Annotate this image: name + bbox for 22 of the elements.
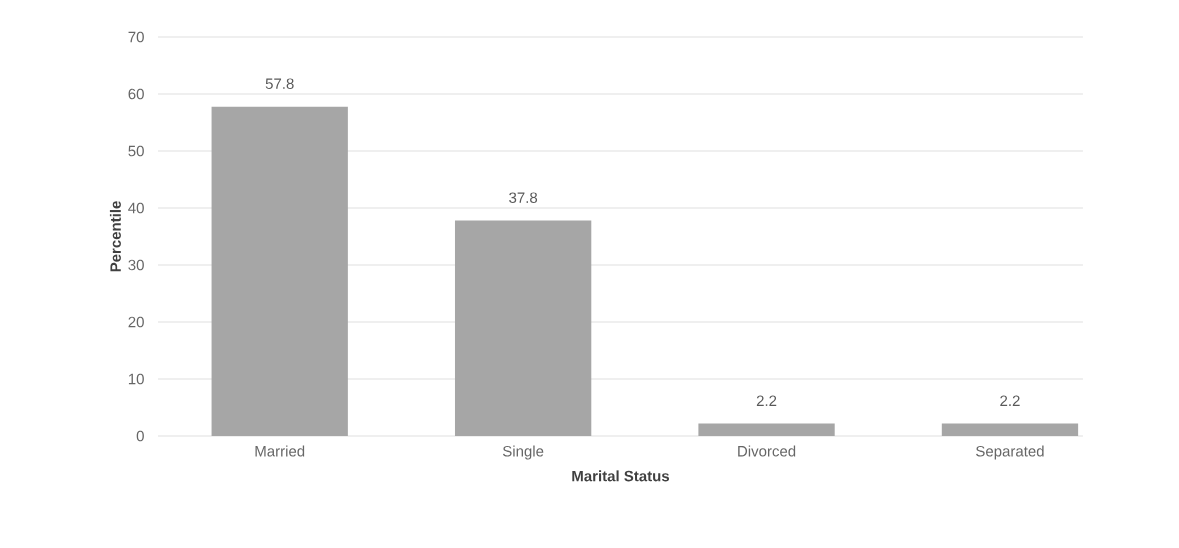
bar <box>211 106 348 436</box>
bar <box>941 423 1079 436</box>
bar <box>454 220 592 436</box>
y-tick-label: 10 <box>128 373 144 385</box>
y-tick-label: 70 <box>128 31 144 43</box>
y-tick-label: 60 <box>128 88 144 100</box>
x-tick-label: Divorced <box>738 445 796 457</box>
x-tick-label: Separated <box>976 445 1044 460</box>
y-tick-label: 20 <box>128 316 144 328</box>
x-tick-label: Married <box>255 445 305 457</box>
y-tick-label: 50 <box>128 145 144 157</box>
data-label: 2.2 <box>1000 395 1020 406</box>
y-tick-label: 30 <box>128 259 144 271</box>
data-label: 37.8 <box>509 192 538 203</box>
data-label: 2.2 <box>756 395 777 406</box>
y-axis-title: Percentile <box>109 201 121 272</box>
data-label: 57.8 <box>265 78 294 89</box>
y-tick-label: 40 <box>128 202 144 214</box>
y-tick-label: 0 <box>136 430 144 442</box>
x-axis-title: Marital Status <box>572 470 670 482</box>
x-tick-label: Single <box>502 445 544 460</box>
bar <box>698 423 835 436</box>
